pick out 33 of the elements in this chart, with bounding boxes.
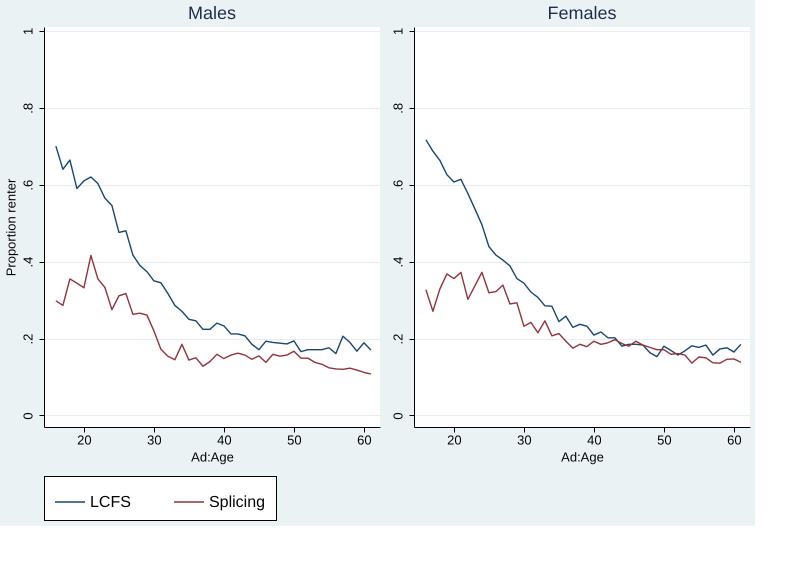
line-series xyxy=(425,138,742,358)
x-axis-title: Ad:Age xyxy=(191,450,234,464)
x-tick-label: 40 xyxy=(217,432,232,448)
y-tick-label: 0 xyxy=(20,412,36,420)
line-series xyxy=(425,272,742,364)
x-axis-title: Ad:Age xyxy=(561,450,604,464)
line-series xyxy=(55,146,372,354)
x-tick-label: 30 xyxy=(517,432,532,448)
x-tick-label: 40 xyxy=(587,432,602,448)
x-tick-label: 20 xyxy=(447,432,462,448)
y-tick-label: .4 xyxy=(20,256,36,268)
y-tick-label: .4 xyxy=(390,256,406,268)
y-tick-label: .2 xyxy=(390,334,406,344)
y-tick-label: 1 xyxy=(20,28,36,35)
y-tick-label: .8 xyxy=(20,102,36,114)
y-tick-label: .6 xyxy=(20,180,36,191)
y-tick-label: .6 xyxy=(390,180,406,191)
legend-label: LCFS xyxy=(90,494,131,511)
x-tick-label: 50 xyxy=(287,432,302,448)
y-tick-label: .2 xyxy=(20,334,36,344)
chart-title: Females xyxy=(547,3,617,23)
y-tick-label: .8 xyxy=(390,102,406,114)
x-tick-label: 60 xyxy=(357,432,372,448)
chart-title: Males xyxy=(188,3,236,23)
x-tick-label: 60 xyxy=(727,432,742,448)
legend-label: Splicing xyxy=(209,494,266,511)
y-axis-title: Proportion renter xyxy=(4,178,18,276)
x-tick-label: 30 xyxy=(147,432,162,448)
y-tick-label: 1 xyxy=(390,28,406,35)
x-tick-label: 20 xyxy=(77,432,92,448)
y-tick-label: 0 xyxy=(390,412,406,420)
line-series xyxy=(55,254,372,375)
x-tick-label: 50 xyxy=(657,432,672,448)
